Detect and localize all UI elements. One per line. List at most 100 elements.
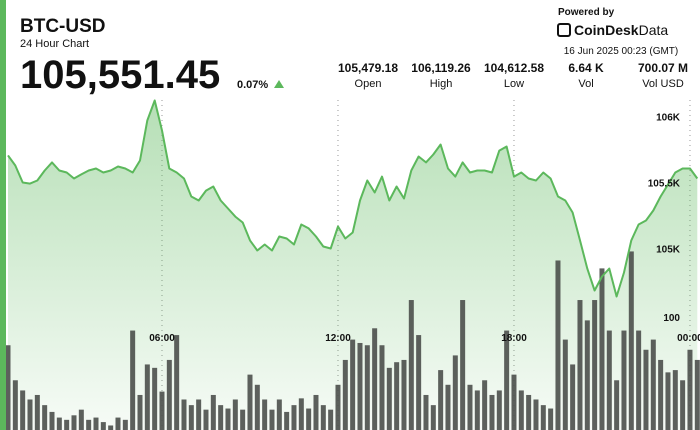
volume-bar xyxy=(313,394,319,430)
volume-bar xyxy=(196,399,202,430)
volume-bar xyxy=(672,370,678,430)
volume-bar xyxy=(342,359,348,430)
volume-bar xyxy=(188,405,194,430)
volume-bar xyxy=(166,359,172,430)
volume-bar xyxy=(232,399,238,430)
volume-bar xyxy=(372,328,378,430)
y-tick-label: 105.5K xyxy=(648,179,681,190)
volume-bar xyxy=(533,399,539,430)
price-area xyxy=(8,100,698,430)
brand: CoinDesk xyxy=(574,22,639,38)
volume-bar xyxy=(643,349,649,430)
volume-bar xyxy=(306,408,312,430)
volume-bar xyxy=(394,362,400,430)
volume-bar xyxy=(181,399,187,430)
volume-bar xyxy=(496,390,502,430)
volume-bar xyxy=(416,335,422,430)
volume-bar xyxy=(584,320,590,430)
brand-suffix: Data xyxy=(639,22,669,38)
volume-bar xyxy=(350,339,356,430)
volume-bar xyxy=(570,364,576,430)
volume-bar xyxy=(284,411,290,430)
volume-bar xyxy=(408,300,414,430)
volume-bar xyxy=(86,419,92,430)
volume-bar xyxy=(489,394,495,430)
volume-bar xyxy=(115,417,121,430)
volume-bar xyxy=(504,330,510,430)
volume-bar xyxy=(93,417,99,430)
volume-bar xyxy=(210,394,216,430)
volume-bar xyxy=(511,374,517,430)
volume-bar xyxy=(34,394,40,430)
volume-bar xyxy=(687,349,693,430)
up-arrow xyxy=(274,80,284,88)
volume-bar xyxy=(100,422,106,430)
brand-name: CoinDeskData xyxy=(574,22,668,38)
volume-bar xyxy=(78,409,84,430)
volume-bar xyxy=(137,394,143,430)
volume-bar xyxy=(518,390,524,430)
stat-label: Vol xyxy=(578,78,593,90)
volume-bar xyxy=(20,390,26,430)
volume-bar xyxy=(71,415,77,430)
volume-bar xyxy=(49,411,55,430)
volume-bar xyxy=(240,409,246,430)
volume-bar xyxy=(335,384,341,430)
volume-bar xyxy=(606,330,612,430)
volume-bar xyxy=(621,330,627,430)
volume-bar xyxy=(628,251,634,430)
volume-bar xyxy=(540,405,546,430)
volume-bar xyxy=(320,405,326,430)
volume-bar xyxy=(665,372,671,430)
logo-icon xyxy=(557,23,571,37)
volume-bar xyxy=(474,390,480,430)
volume-bar xyxy=(386,367,392,430)
volume-bar xyxy=(636,330,642,430)
timestamp: 16 Jun 2025 00:23 (GMT) xyxy=(564,46,679,57)
volume-bar xyxy=(254,384,260,430)
volume-bar xyxy=(526,394,532,430)
stats: 105,479.18 Open 106,119.26 High 104,612.58 Lo… xyxy=(338,61,688,90)
x-tick-label: 06:00 xyxy=(149,333,175,344)
last-price: 105,551.45 xyxy=(20,53,220,97)
volume-bar xyxy=(152,367,158,430)
plot-area xyxy=(5,99,700,430)
stat-value: 106,119.26 xyxy=(411,61,471,75)
volume-bar xyxy=(225,408,231,430)
volume-bar xyxy=(650,339,656,430)
volume-bar xyxy=(12,380,18,430)
stat-label: Open xyxy=(355,78,382,90)
volume-bar xyxy=(680,380,686,430)
volume-bar xyxy=(328,409,334,430)
volume-bar xyxy=(174,335,180,430)
volume-bar xyxy=(108,425,114,430)
volume-bar xyxy=(445,384,451,430)
y2-tick-label: 100 xyxy=(663,313,680,324)
volume-bar xyxy=(130,330,136,430)
volume-bar xyxy=(401,359,407,430)
volume-bar xyxy=(592,300,598,430)
volume-bar xyxy=(56,417,62,430)
volume-bar xyxy=(5,345,11,430)
volume-bar xyxy=(64,419,70,430)
volume-bar xyxy=(27,399,33,430)
volume-bar xyxy=(482,380,488,430)
volume-bar xyxy=(460,300,466,430)
volume-bar xyxy=(262,399,268,430)
volume-bar xyxy=(379,345,385,430)
volume-bar xyxy=(364,345,370,430)
stat-label: Vol USD xyxy=(642,78,684,90)
volume-bar xyxy=(122,419,128,430)
volume-bar xyxy=(599,268,605,430)
volume-bar xyxy=(298,398,304,430)
volume-bar xyxy=(203,409,209,430)
volume-bar xyxy=(42,405,48,430)
volume-bar xyxy=(159,391,165,430)
volume-bar xyxy=(694,359,700,430)
volume-bar xyxy=(276,399,282,430)
stat-label: High xyxy=(430,78,453,90)
price-line xyxy=(7,99,699,298)
x-tick-label: 00:00 xyxy=(677,333,700,344)
chart-subtitle: 24 Hour Chart xyxy=(20,38,89,50)
